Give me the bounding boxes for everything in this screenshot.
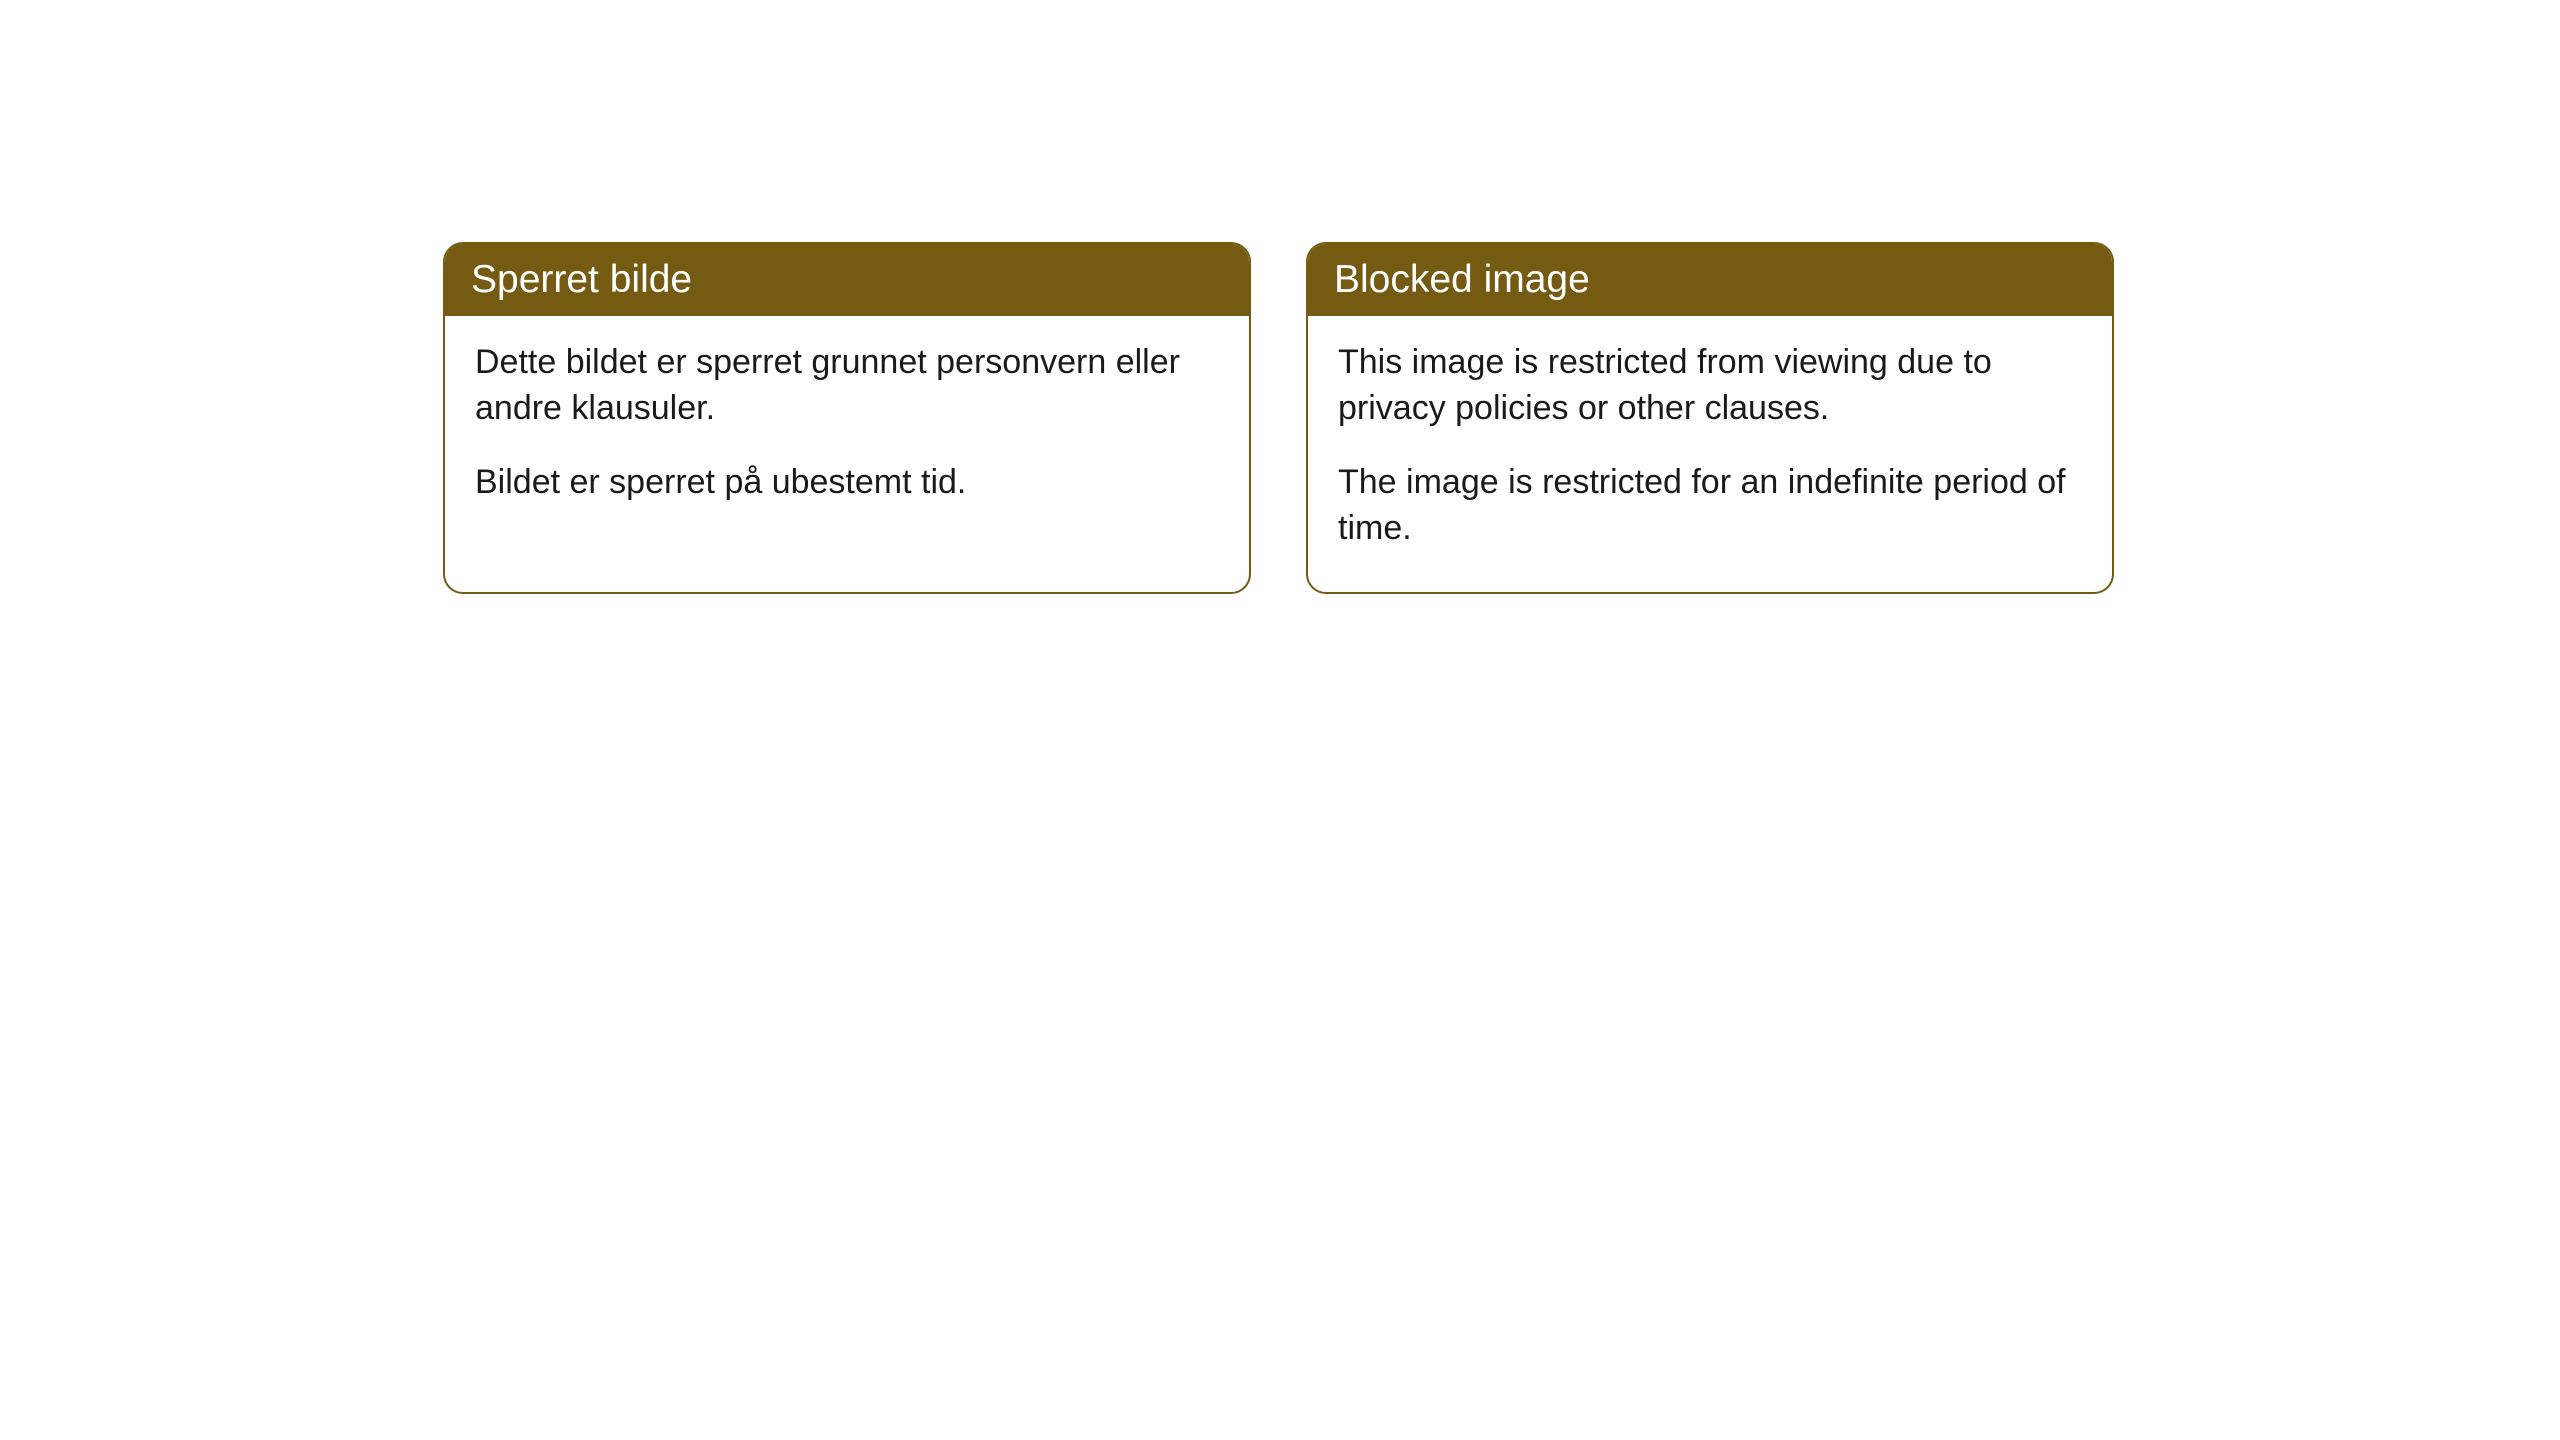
card-paragraph-1: This image is restricted from viewing du… [1338,340,2082,432]
blocked-image-card-english: Blocked image This image is restricted f… [1306,242,2114,594]
card-body: This image is restricted from viewing du… [1308,316,2112,592]
card-paragraph-1: Dette bildet er sperret grunnet personve… [475,340,1219,432]
cards-container: Sperret bilde Dette bildet er sperret gr… [443,242,2114,594]
card-header: Sperret bilde [445,244,1249,316]
card-title: Blocked image [1334,258,1590,301]
card-paragraph-2: The image is restricted for an indefinit… [1338,460,2082,552]
card-title: Sperret bilde [471,258,692,301]
card-paragraph-2: Bildet er sperret på ubestemt tid. [475,460,1219,506]
card-body: Dette bildet er sperret grunnet personve… [445,316,1249,546]
blocked-image-card-norwegian: Sperret bilde Dette bildet er sperret gr… [443,242,1251,594]
card-header: Blocked image [1308,244,2112,316]
